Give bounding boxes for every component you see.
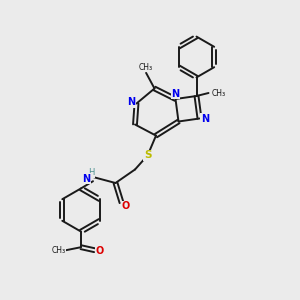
Text: O: O	[122, 201, 130, 211]
Text: CH₃: CH₃	[139, 63, 153, 72]
Text: S: S	[144, 150, 152, 161]
Text: CH₃: CH₃	[212, 88, 226, 98]
Text: N: N	[201, 113, 209, 124]
Text: O: O	[96, 246, 104, 256]
Text: N: N	[127, 97, 135, 107]
Text: N: N	[171, 88, 180, 99]
Text: CH₃: CH₃	[51, 246, 66, 255]
Text: H: H	[88, 168, 95, 177]
Text: N: N	[82, 173, 91, 184]
